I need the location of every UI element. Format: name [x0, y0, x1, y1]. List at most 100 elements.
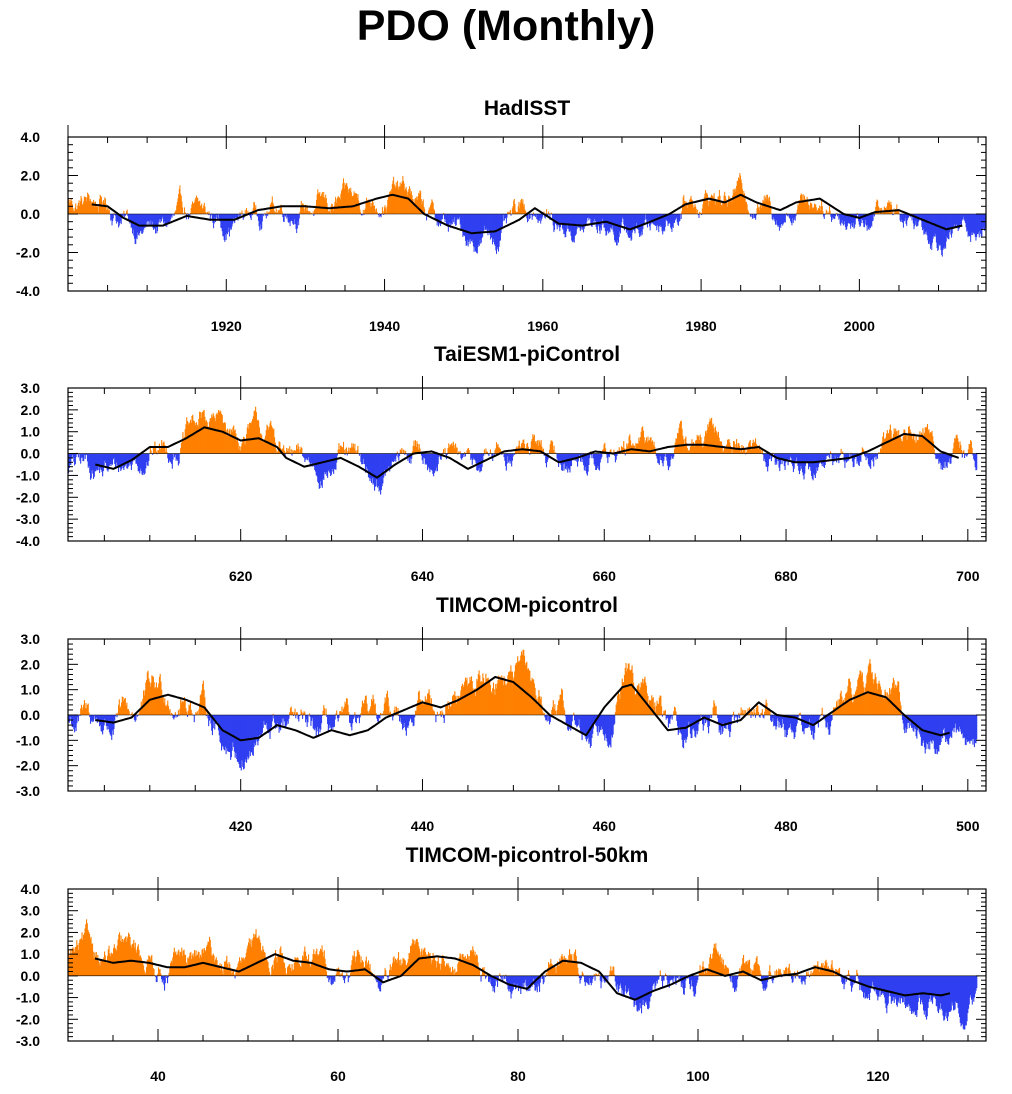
anomaly-bar — [957, 715, 960, 732]
anomaly-bar — [421, 699, 423, 715]
y-tick-label: 0.0 — [21, 707, 41, 723]
anomaly-bar — [923, 715, 925, 741]
anomaly-bar — [740, 449, 742, 454]
anomaly-bar — [803, 199, 805, 214]
anomaly-bar — [927, 214, 929, 244]
anomaly-bar — [367, 711, 369, 715]
anomaly-bar — [230, 434, 232, 454]
anomaly-bar — [468, 450, 470, 454]
anomaly-bar — [502, 975, 504, 981]
anomaly-bar — [869, 453, 871, 468]
anomaly-bar — [85, 453, 87, 456]
anomaly-bar — [366, 453, 368, 473]
anomaly-bar — [936, 453, 938, 459]
anomaly-bar — [696, 715, 698, 735]
anomaly-bar — [670, 453, 672, 460]
anomaly-bar — [208, 941, 210, 976]
anomaly-bar — [448, 443, 450, 454]
anomaly-bar — [342, 441, 345, 454]
anomaly-bar — [399, 965, 401, 976]
anomaly-bar — [709, 201, 711, 214]
anomaly-bar — [126, 702, 128, 715]
anomaly-bar — [230, 715, 232, 760]
anomaly-bar — [268, 212, 270, 214]
anomaly-bar — [656, 975, 658, 982]
anomaly-bar — [545, 715, 548, 721]
anomaly-bar — [934, 453, 936, 455]
anomaly-bar — [623, 214, 625, 225]
anomaly-bar — [225, 429, 227, 454]
anomaly-bar — [789, 453, 791, 462]
anomaly-bar — [872, 214, 874, 221]
anomaly-bar — [379, 212, 381, 214]
anomaly-bar — [673, 453, 675, 457]
anomaly-bar — [818, 453, 820, 464]
anomaly-bar — [947, 453, 949, 463]
anomaly-bar — [355, 450, 357, 454]
anomaly-bar — [770, 453, 772, 462]
anomaly-bar — [579, 214, 581, 228]
anomaly-bar — [970, 715, 972, 741]
anomaly-bar — [487, 453, 489, 455]
anomaly-bar — [663, 453, 665, 461]
anomaly-bar — [125, 705, 127, 715]
anomaly-bar — [845, 453, 847, 461]
anomaly-bar — [171, 962, 173, 976]
anomaly-bar — [764, 711, 766, 715]
anomaly-bar — [335, 973, 337, 976]
anomaly-bar — [486, 678, 488, 715]
anomaly-bar — [811, 204, 813, 214]
anomaly-bar — [174, 453, 176, 455]
anomaly-bar — [214, 418, 216, 454]
anomaly-bar — [463, 453, 465, 458]
anomaly-bar — [365, 960, 367, 976]
anomaly-bar — [230, 429, 232, 454]
anomaly-bar — [557, 965, 559, 976]
anomaly-bar — [548, 715, 550, 721]
anomaly-bar — [136, 952, 138, 976]
anomaly-bar — [576, 962, 578, 976]
anomaly-bar — [117, 214, 119, 222]
anomaly-bar — [121, 453, 123, 470]
anomaly-bar — [737, 181, 739, 214]
anomaly-bar — [435, 453, 437, 472]
anomaly-bar — [493, 214, 495, 239]
anomaly-bar — [559, 958, 561, 976]
anomaly-bar — [600, 975, 602, 989]
anomaly-bar — [681, 204, 683, 214]
anomaly-bar — [863, 687, 865, 715]
anomaly-bar — [299, 715, 301, 716]
anomaly-bar — [701, 443, 703, 454]
anomaly-bar — [597, 715, 599, 736]
anomaly-bar — [202, 683, 204, 715]
anomaly-bar — [71, 453, 73, 455]
anomaly-bar — [279, 208, 281, 214]
anomaly-bar — [226, 955, 228, 976]
anomaly-bar — [220, 970, 222, 976]
anomaly-bar — [591, 975, 593, 983]
anomaly-bar — [303, 951, 305, 976]
anomaly-bar — [448, 965, 450, 976]
anomaly-bar — [377, 453, 379, 488]
anomaly-bar — [396, 962, 398, 976]
anomaly-bar — [412, 198, 414, 214]
anomaly-bar — [637, 214, 639, 229]
anomaly-bar — [776, 715, 778, 727]
anomaly-bar — [932, 715, 934, 740]
anomaly-bar — [908, 214, 910, 218]
anomaly-bar — [247, 210, 249, 214]
anomaly-bar — [432, 709, 434, 715]
anomaly-bar — [479, 675, 481, 715]
anomaly-bar — [890, 430, 892, 454]
anomaly-bar — [440, 453, 442, 460]
anomaly-bar — [929, 214, 931, 249]
anomaly-bar — [456, 214, 458, 220]
anomaly-bar — [78, 200, 80, 214]
anomaly-bar — [512, 453, 514, 457]
anomaly-bar — [343, 182, 345, 214]
anomaly-bar — [239, 715, 241, 768]
anomaly-bar — [205, 706, 207, 715]
anomaly-bar — [837, 453, 839, 460]
anomaly-bar — [689, 199, 691, 214]
anomaly-bar — [344, 184, 346, 214]
